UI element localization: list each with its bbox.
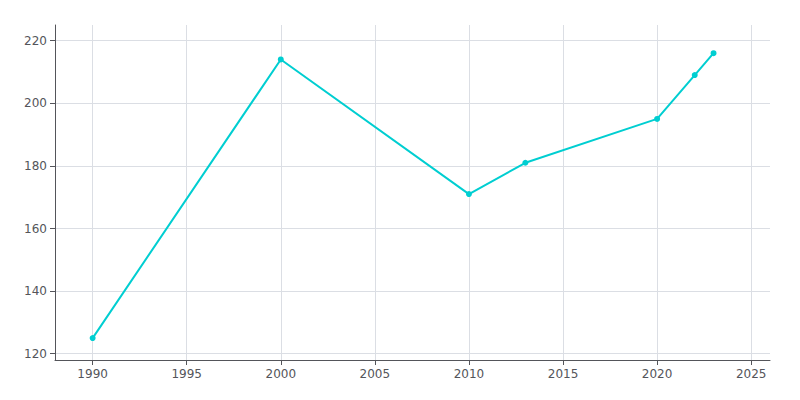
svg-text:2015: 2015 xyxy=(548,367,579,381)
svg-text:220: 220 xyxy=(24,34,47,48)
svg-text:2000: 2000 xyxy=(266,367,297,381)
svg-text:2020: 2020 xyxy=(642,367,673,381)
svg-text:140: 140 xyxy=(24,284,47,298)
svg-text:2005: 2005 xyxy=(360,367,391,381)
svg-text:2010: 2010 xyxy=(454,367,485,381)
svg-text:200: 200 xyxy=(24,96,47,110)
svg-text:160: 160 xyxy=(24,222,47,236)
svg-text:2025: 2025 xyxy=(736,367,767,381)
svg-text:1995: 1995 xyxy=(171,367,202,381)
svg-text:1990: 1990 xyxy=(77,367,108,381)
svg-text:120: 120 xyxy=(24,347,47,361)
svg-text:180: 180 xyxy=(24,159,47,173)
